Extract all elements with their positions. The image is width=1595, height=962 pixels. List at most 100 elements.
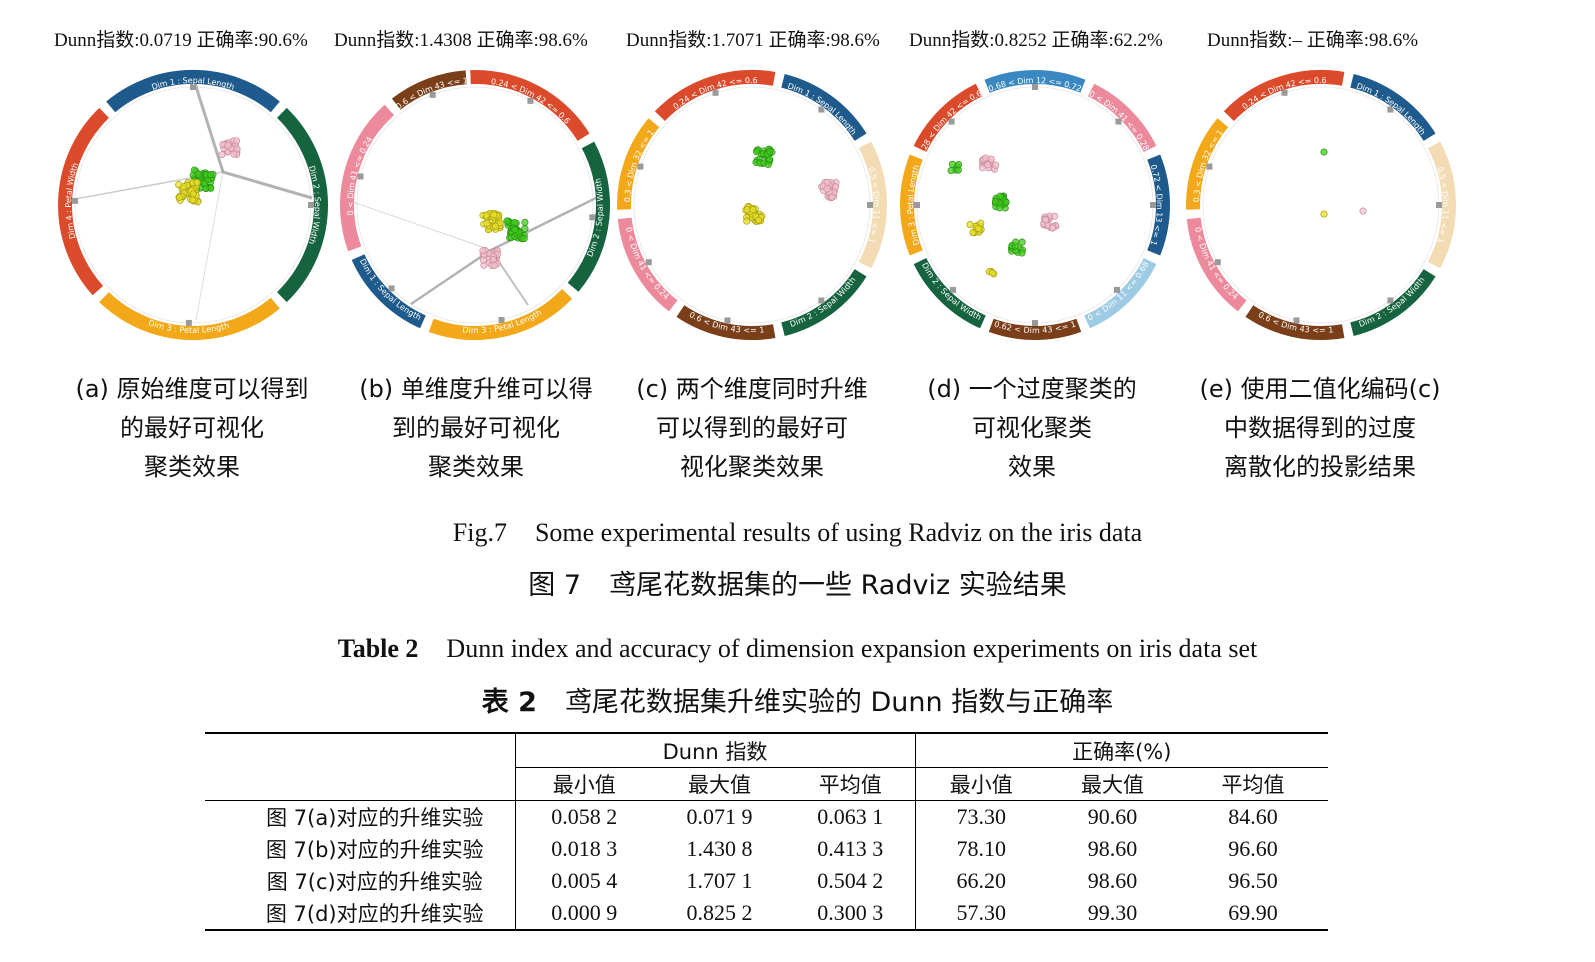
data-point-green	[996, 192, 1004, 200]
anchor-marker	[637, 163, 644, 170]
table-title-en: Dunn index and accuracy of dimension exp…	[446, 634, 1258, 663]
anchor-marker	[185, 319, 192, 326]
anchor-marker	[1113, 286, 1120, 293]
anchor-marker	[818, 106, 825, 113]
subcaption-line: 可以得到的最好可	[656, 414, 848, 442]
anchor-marker	[1032, 320, 1038, 326]
subcaption-line: (c) 两个维度同时升维	[636, 375, 868, 403]
data-point-green	[955, 161, 963, 169]
anchor-marker	[1436, 202, 1442, 208]
anchor-marker	[1150, 202, 1156, 208]
table-row: 图 7(d)对应的升维实验 0.000 9 0.825 2 0.300 3 57…	[205, 897, 1328, 931]
data-point-green	[194, 170, 202, 179]
anchor-marker	[429, 91, 436, 98]
data-point-pink	[1048, 224, 1057, 232]
table-row: 图 7(a)对应的升维实验 0.058 2 0.071 9 0.063 1 73…	[205, 800, 1328, 833]
dimension-arc	[988, 318, 1082, 341]
dimension-arc	[1427, 141, 1456, 269]
data-point-yellow	[1320, 210, 1328, 218]
anchor-marker	[950, 286, 957, 293]
data-point-yellow	[966, 221, 974, 229]
anchor-marker	[818, 297, 825, 304]
data-point-green	[947, 167, 955, 175]
table-label-en: Table 2	[337, 634, 419, 663]
subcaption-line: (a) 原始维度可以得到	[75, 375, 309, 403]
table-cell: 99.30	[1047, 897, 1178, 931]
data-point-green	[1018, 249, 1026, 257]
anchor-marker	[724, 317, 731, 324]
dimension-arc	[1186, 118, 1229, 210]
dimension-arc	[1245, 305, 1345, 340]
data-point-pink	[232, 137, 241, 145]
subcaption-line: 视化聚类效果	[680, 453, 824, 481]
data-point-yellow	[189, 190, 197, 198]
table-cell: 0.018 3	[551, 836, 618, 861]
dimension-arc	[913, 83, 983, 153]
subcaption-line: 中数据得到的过度	[1224, 414, 1416, 442]
subcaption-e: (e) 使用二值化编码(c) 中数据得到的过度 离散化的投影结果	[1170, 370, 1470, 487]
data-point-green	[200, 180, 208, 188]
table-row: 图 7(c)对应的升维实验 0.005 4 1.707 1 0.504 2 66…	[205, 865, 1328, 897]
subcaption-line: (b) 单维度升维可以得	[359, 375, 593, 403]
subcaption-line: 的最好可视化	[120, 414, 264, 442]
table-subheader: 最小值	[515, 767, 653, 801]
figure-title-zh: 鸢尾花数据集的一些 Radviz 实验结果	[609, 570, 1067, 601]
dimension-arc	[1350, 268, 1436, 336]
table-group-header-accuracy: 正确率(%)	[915, 732, 1328, 768]
data-point-green	[520, 235, 528, 243]
figure-label-zh: 图 7	[528, 570, 582, 601]
data-point-yellow	[490, 211, 498, 219]
data-point-green	[521, 225, 529, 233]
dimension-arc	[391, 70, 467, 110]
data-point-yellow	[492, 222, 500, 230]
dimension-arc	[1147, 154, 1170, 256]
dimension-arc	[340, 104, 395, 252]
data-point-green	[991, 198, 1000, 206]
table-cell: 66.20	[956, 868, 1007, 893]
dimension-arc	[781, 268, 867, 336]
dimension-arc	[1087, 83, 1157, 153]
dimension-arc	[913, 257, 986, 329]
data-point-yellow	[483, 219, 491, 228]
table-cell: 69.90	[1178, 897, 1328, 931]
dimension-arc	[1186, 217, 1247, 312]
data-point-yellow	[482, 211, 490, 219]
table-cell: 0.000 9	[515, 897, 653, 931]
table-cell: 73.30	[956, 804, 1007, 829]
data-point-yellow	[175, 193, 184, 202]
anchor-marker	[357, 173, 364, 180]
table-cell: 96.50	[1228, 868, 1278, 893]
anchor-marker	[645, 259, 652, 266]
subcaption-line: 聚类效果	[428, 453, 524, 481]
table-cell: 0.063 1	[786, 800, 916, 833]
subcaption-line: (e) 使用二值化编码(c)	[1199, 375, 1441, 403]
table-cell: 84.60	[1228, 804, 1278, 829]
data-point-yellow	[743, 217, 751, 225]
data-point-pink	[992, 161, 1000, 169]
anchor-marker	[948, 118, 955, 125]
table-row-label: 图 7(c)对应的升维实验	[205, 865, 516, 897]
data-point-pink	[489, 256, 497, 264]
data-point-green	[752, 148, 761, 156]
anchor-marker	[914, 202, 920, 208]
data-point-pink	[832, 183, 840, 191]
data-point-green	[511, 226, 519, 234]
metric-c: Dunn指数:1.7071 正确率:98.6%	[626, 30, 880, 51]
dimension-arc	[984, 70, 1086, 93]
table-title-zh: 鸢尾花数据集升维实验的 Dunn 指数与正确率	[564, 687, 1114, 718]
table-cell: 98.60	[1087, 836, 1138, 861]
dimension-arc	[351, 254, 426, 329]
anchor-marker	[1206, 163, 1213, 170]
data-point-pink	[479, 256, 488, 264]
subcaption-line: 离散化的投影结果	[1224, 453, 1416, 481]
table-caption-en: Table 2 Dunn index and accuracy of dimens…	[0, 634, 1595, 664]
subcaption-a: (a) 原始维度可以得到 的最好可视化 聚类效果	[42, 370, 342, 487]
table-subheader: 平均值	[786, 767, 916, 801]
anchor-marker	[1293, 317, 1300, 324]
data-point-pink	[823, 185, 831, 193]
dimension-arc	[567, 141, 611, 292]
anchor-marker	[1387, 297, 1394, 304]
